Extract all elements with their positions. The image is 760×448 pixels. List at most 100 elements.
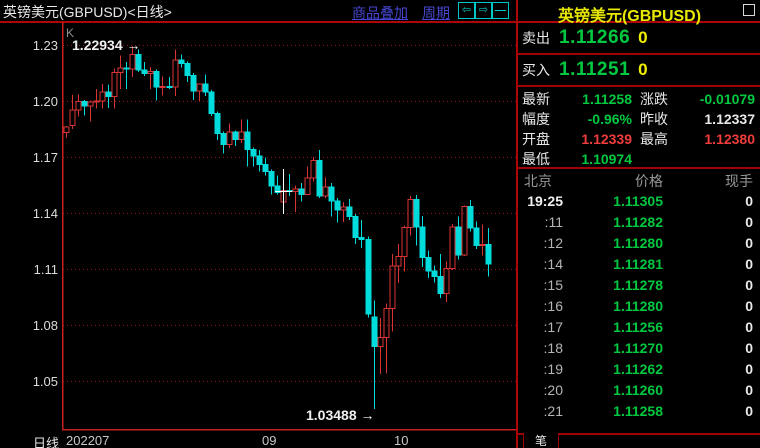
- latest-label: 最新: [522, 91, 550, 107]
- high-price-annotation: 1.22934 →: [72, 37, 141, 53]
- tick-volume: 0: [745, 360, 753, 377]
- back-arrow-icon[interactable]: ⇦: [458, 2, 475, 19]
- panel-border: [516, 0, 518, 448]
- open-label: 开盘: [522, 131, 550, 147]
- right-arrow-icon: →: [126, 37, 141, 53]
- y-axis-label: 1.11: [33, 262, 58, 277]
- high-price-value: 1.22934: [72, 37, 123, 53]
- titlebar-divider: [0, 21, 760, 23]
- tick-time: :19: [543, 360, 563, 377]
- forward-arrow-glyph: ⇨: [478, 4, 489, 16]
- change-label: 涨跌: [640, 91, 668, 107]
- sell-price: 1.11266: [559, 27, 631, 48]
- tick-time: :12: [543, 234, 563, 251]
- right-arrow-icon: →: [360, 407, 375, 423]
- tick-row: 19:25 1.11305 0: [517, 190, 760, 211]
- tick-time: :20: [543, 381, 563, 398]
- x-axis-month-label: 202207: [66, 433, 110, 448]
- stats-row: 最低 1.10974: [517, 149, 760, 169]
- x-axis-month-label: 09: [262, 433, 277, 448]
- back-arrow-glyph: ⇦: [461, 4, 472, 16]
- titlebar: 英镑美元(GBPUSD)<日线> 商品叠加 周期 ⇦ ⇨: [0, 0, 516, 21]
- tick-row: :11 1.11282 0: [517, 211, 760, 232]
- tick-price: 1.11258: [613, 402, 663, 419]
- forward-arrow-icon[interactable]: ⇨: [475, 2, 492, 19]
- tick-time: :14: [543, 255, 563, 272]
- tick-price: 1.11262: [613, 360, 663, 377]
- indicator-label: K: [66, 26, 75, 40]
- range-label: 幅度: [522, 111, 550, 127]
- y-axis-label: 1.14: [32, 206, 58, 221]
- tick-price: 1.11256: [613, 318, 663, 335]
- tick-price: 1.11305: [613, 192, 663, 209]
- tick-price: 1.11280: [613, 234, 663, 251]
- buy-price: 1.11251: [559, 59, 631, 80]
- split-window-glyph: [495, 10, 506, 11]
- tick-row: :20 1.11260 0: [517, 379, 760, 400]
- tick-price: 1.11260: [613, 381, 663, 398]
- separator: [517, 85, 760, 87]
- split-window-icon[interactable]: [492, 2, 509, 19]
- quote-panel: 英镑美元(GBPUSD) 卖出 1.11266 0 买入 1.11251 0 最…: [517, 0, 760, 448]
- buy-label: 买入: [522, 62, 550, 78]
- y-axis-label: 1.20: [32, 94, 58, 109]
- tick-row: :12 1.11280 0: [517, 232, 760, 253]
- tick-row: :21 1.11258 0: [517, 400, 760, 421]
- low-value: 1.10974: [581, 151, 632, 167]
- low-price-annotation: 1.03488 →: [306, 407, 375, 423]
- low-price-value: 1.03488: [306, 407, 357, 423]
- high-label: 最高: [640, 131, 668, 147]
- tick-volume: 0: [745, 255, 753, 272]
- tick-time: :11: [544, 213, 563, 230]
- tick-volume: 0: [745, 402, 753, 419]
- tick-volume: 0: [745, 297, 753, 314]
- tick-price: 1.11270: [613, 339, 663, 356]
- high-value: 1.12380: [704, 131, 755, 147]
- buy-quote-row: 买入 1.11251 0: [517, 55, 760, 85]
- panel-symbol-title: 英镑美元(GBPUSD): [557, 8, 702, 25]
- sell-volume: 0: [638, 28, 648, 47]
- tick-volume: 0: [745, 381, 753, 398]
- tab-tick-detail[interactable]: 笔: [523, 433, 559, 448]
- candlestick-chart[interactable]: [0, 21, 517, 433]
- x-axis-period-label: 日线: [33, 436, 60, 448]
- range-value: -0.96%: [587, 111, 632, 127]
- tick-row: :18 1.11270 0: [517, 337, 760, 358]
- latest-value: 1.11258: [582, 91, 632, 107]
- open-value: 1.12339: [581, 131, 632, 147]
- price-column-header: 价格: [635, 173, 663, 189]
- change-value: -0.01079: [699, 91, 755, 107]
- y-axis-label: 1.23: [32, 38, 58, 53]
- tick-price: 1.11278: [613, 276, 663, 293]
- y-axis-label: 1.08: [32, 318, 58, 333]
- volume-column-header: 现手: [725, 173, 753, 189]
- tick-row: :19 1.11262 0: [517, 358, 760, 379]
- tick-volume: 0: [745, 276, 753, 293]
- time-column-header: 北京: [524, 173, 552, 189]
- window-title: 英镑美元(GBPUSD)<日线>: [3, 4, 172, 20]
- prev-close-label: 昨收: [640, 111, 668, 127]
- tick-row: :17 1.11256 0: [517, 316, 760, 337]
- y-axis-label: 1.05: [32, 374, 58, 389]
- sell-quote-row: 卖出 1.11266 0: [517, 23, 760, 53]
- tick-volume: 0: [745, 213, 753, 230]
- tick-row: :16 1.11280 0: [517, 295, 760, 316]
- tick-table-header: 北京 价格 现手: [517, 171, 760, 189]
- separator: [517, 167, 760, 169]
- panel-bottom-divider: [517, 433, 760, 435]
- tick-price: 1.11280: [613, 297, 663, 314]
- tick-price: 1.11282: [613, 213, 663, 230]
- maximize-icon[interactable]: [743, 4, 755, 16]
- stats-row: 最新 1.11258 涨跌 -0.01079: [517, 89, 760, 109]
- stats-row: 幅度 -0.96% 昨收 1.12337: [517, 109, 760, 129]
- prev-close-value: 1.12337: [704, 111, 755, 127]
- tick-time: :17: [543, 318, 563, 335]
- separator: [517, 53, 760, 55]
- tick-time: :21: [543, 402, 563, 419]
- tick-row: :15 1.11278 0: [517, 274, 760, 295]
- overlay-symbols-link[interactable]: 商品叠加: [352, 5, 408, 21]
- period-link[interactable]: 周期: [422, 5, 450, 21]
- sell-label: 卖出: [522, 30, 550, 46]
- low-label: 最低: [522, 151, 550, 167]
